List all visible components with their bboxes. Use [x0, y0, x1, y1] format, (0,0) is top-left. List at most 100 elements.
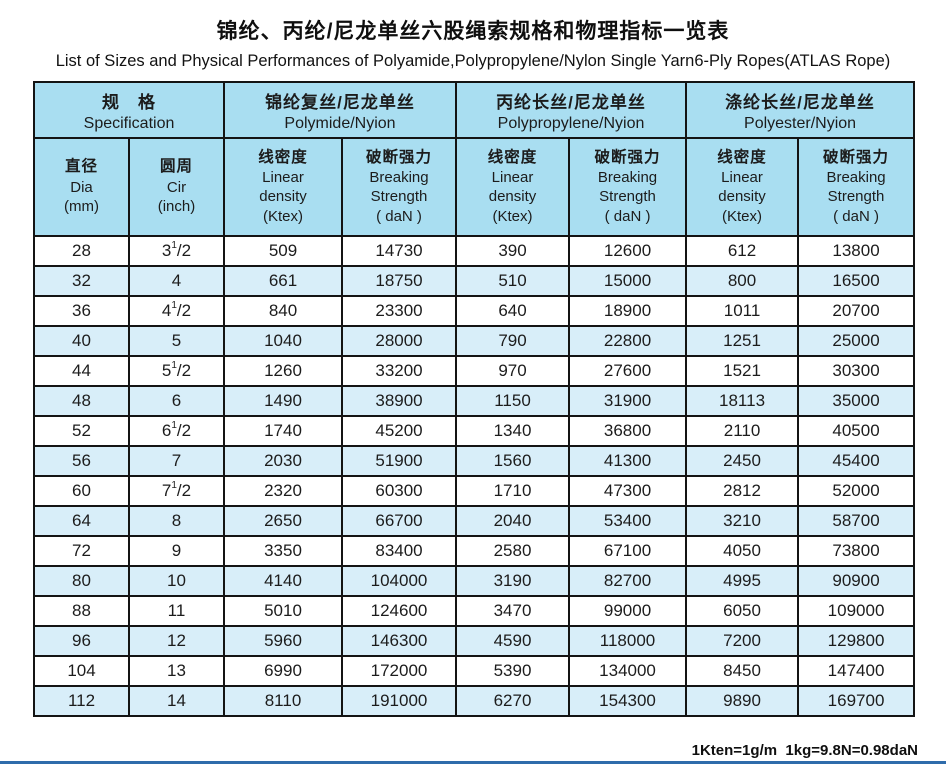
column-header-line: Breaking: [369, 168, 429, 186]
pp-linear-density-value: 1150: [455, 385, 571, 417]
cir-fraction-numerator: 1: [171, 240, 177, 252]
page-subtitle: List of Sizes and Physical Performances …: [55, 52, 891, 70]
dia-value: 64: [33, 505, 130, 537]
pet-linear-density-value: 2812: [685, 475, 800, 507]
pet-breaking-strength-value: 25000: [797, 325, 916, 357]
pp-breaking-strength-value: 31900: [568, 385, 688, 417]
group-label-en: Specification: [83, 114, 175, 132]
column-header-line: density: [488, 188, 537, 206]
pa-linear-density-value: 8110: [223, 685, 343, 717]
pa-breaking-strength-value: 45200: [340, 415, 458, 447]
table-row: 36 41/2 840 23300 640 18900 1011 20700: [33, 295, 916, 327]
pp-linear-density-value: 2040: [455, 505, 571, 537]
pp-breaking-strength-value: 12600: [568, 235, 688, 267]
group-label-zh: 锦纶复丝/尼龙单丝: [265, 92, 415, 112]
pp-linear-density-value: 3470: [455, 595, 571, 627]
column-header-line: (mm): [64, 198, 99, 216]
cir-base: 13: [167, 661, 186, 680]
table-row: 64 8 2650 66700 2040 53400 3210 58700: [33, 505, 916, 537]
cir-base: 6: [171, 391, 182, 410]
pp-breaking-strength-value: 82700: [568, 565, 688, 597]
dia-value: 72: [33, 535, 130, 567]
pa-breaking-strength-value: 14730: [340, 235, 458, 267]
pa-breaking-strength-value: 124600: [340, 595, 458, 627]
cir-fraction-denominator: /2: [176, 421, 192, 440]
pp-breaking-strength-value: 134000: [568, 655, 688, 687]
pp-linear-density-value: 790: [455, 325, 571, 357]
pet-breaking-strength-value: 169700: [797, 685, 916, 717]
pa-linear-density-value: 6990: [223, 655, 343, 687]
pa-breaking-strength-value: 191000: [340, 685, 458, 717]
pet-linear-density-value: 18113: [685, 385, 800, 417]
group-label-zh: 涤纶长丝/尼龙单丝: [725, 92, 875, 112]
cir-value: 4: [128, 265, 225, 297]
table-row: 28 31/2 509 14730 390 12600 612 13800: [33, 235, 916, 267]
pa-breaking-strength-value: 83400: [340, 535, 458, 567]
table-row: 48 6 1490 38900 1150 31900 18113 35000: [33, 385, 916, 417]
pa-breaking-strength-value: 66700: [340, 505, 458, 537]
pa-breaking-strength-value: 18750: [340, 265, 458, 297]
pa-linear-density-value: 1740: [223, 415, 343, 447]
column-header-pet-breaking-strength: 破断强力 Breaking Strength( daN ): [797, 137, 916, 237]
table-row: 104 13 6990 172000 5390 134000 8450 147400: [33, 655, 916, 687]
table-row: 44 51/2 1260 33200 970 27600 1521 30300: [33, 355, 916, 387]
cir-value: 51/2: [128, 355, 225, 387]
header-group-specification: 规 格 Specification: [33, 81, 225, 139]
table-row: 60 71/2 2320 60300 1710 47300 2812 52000: [33, 475, 916, 507]
pp-breaking-strength-value: 15000: [568, 265, 688, 297]
cir-base: 5: [161, 361, 172, 380]
pet-linear-density-value: 4995: [685, 565, 800, 597]
column-header-line: 线密度: [487, 148, 538, 166]
dia-value: 56: [33, 445, 130, 477]
cir-base: 9: [171, 541, 182, 560]
pa-linear-density-value: 5960: [223, 625, 343, 657]
cir-value: 31/2: [128, 235, 225, 267]
pp-linear-density-value: 1340: [455, 415, 571, 447]
dia-value: 80: [33, 565, 130, 597]
pet-linear-density-value: 800: [685, 265, 800, 297]
cir-fraction-denominator: /2: [176, 241, 192, 260]
pet-breaking-strength-value: 16500: [797, 265, 916, 297]
dia-value: 48: [33, 385, 130, 417]
cir-value: 71/2: [128, 475, 225, 507]
dia-value: 96: [33, 625, 130, 657]
pp-linear-density-value: 2580: [455, 535, 571, 567]
pp-linear-density-value: 4590: [455, 625, 571, 657]
pet-breaking-strength-value: 52000: [797, 475, 916, 507]
cir-value: 8: [128, 505, 225, 537]
pet-linear-density-value: 1251: [685, 325, 800, 357]
table-row: 88 11 5010 124600 3470 99000 6050 109000: [33, 595, 916, 627]
cir-base: 10: [167, 571, 186, 590]
table-row: 32 4 661 18750 510 15000 800 16500: [33, 265, 916, 297]
pa-linear-density-value: 4140: [223, 565, 343, 597]
cir-fraction-denominator: /2: [176, 301, 192, 320]
pet-linear-density-value: 2450: [685, 445, 800, 477]
pet-breaking-strength-value: 129800: [797, 625, 916, 657]
dia-value: 28: [33, 235, 130, 267]
group-label-en: Polypropylene/Nyion: [497, 114, 645, 132]
pet-linear-density-value: 8450: [685, 655, 800, 687]
pa-linear-density-value: 1490: [223, 385, 343, 417]
cir-value: 9: [128, 535, 225, 567]
pp-breaking-strength-value: 41300: [568, 445, 688, 477]
cir-value: 11: [128, 595, 225, 627]
pa-breaking-strength-value: 38900: [340, 385, 458, 417]
pa-linear-density-value: 1260: [223, 355, 343, 387]
pet-linear-density-value: 6050: [685, 595, 800, 627]
pa-breaking-strength-value: 104000: [340, 565, 458, 597]
table-body: 28 31/2 509 14730 390 12600 612 13800 32 4 661 1875…: [33, 235, 916, 717]
header-group-polypropylene: 丙纶长丝/尼龙单丝 Polypropylene/Nyion: [455, 81, 688, 139]
pet-breaking-strength-value: 58700: [797, 505, 916, 537]
cir-value: 7: [128, 445, 225, 477]
cir-value: 13: [128, 655, 225, 687]
cir-value: 6: [128, 385, 225, 417]
dia-value: 112: [33, 685, 130, 717]
table-row: 72 9 3350 83400 2580 67100 4050 73800: [33, 535, 916, 567]
column-header-cir: 圆周 Cir (inch): [128, 137, 225, 237]
pet-breaking-strength-value: 30300: [797, 355, 916, 387]
column-header-line: (Ktex): [262, 207, 303, 225]
column-header-line: 线密度: [717, 148, 767, 166]
column-header-line: 破断强力: [366, 148, 433, 166]
pet-linear-density-value: 7200: [685, 625, 800, 657]
column-header-line: (Ktex): [492, 207, 533, 225]
